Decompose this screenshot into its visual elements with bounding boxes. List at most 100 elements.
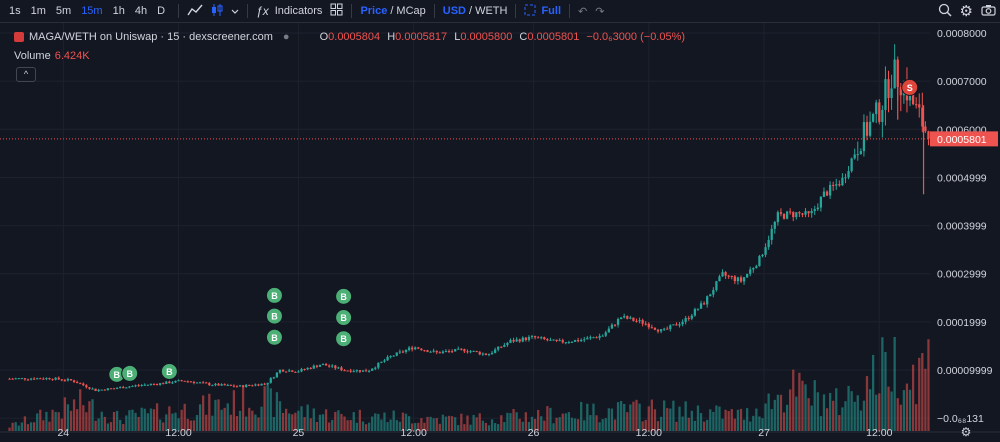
volume-bar — [143, 408, 146, 431]
volume-bar — [862, 400, 866, 431]
volume-bar — [303, 417, 306, 431]
volume-bar — [626, 412, 629, 431]
volume-bar — [595, 415, 598, 431]
volume-bar — [546, 406, 549, 431]
candle-body — [82, 383, 85, 386]
current-price-tag — [930, 131, 998, 147]
candle-body — [438, 352, 441, 354]
collapse-legend-button[interactable]: ^ — [16, 67, 36, 82]
candle-body — [641, 320, 644, 324]
candle-body — [257, 384, 260, 386]
volume-bar — [506, 412, 509, 431]
alert-button[interactable] — [934, 0, 956, 22]
volume-bar — [558, 417, 561, 431]
mcap-option[interactable]: MCap — [396, 5, 426, 17]
volume-bar — [580, 401, 583, 431]
candle-body — [543, 337, 546, 340]
usd-option[interactable]: USD — [442, 5, 466, 17]
timeframe-1s[interactable]: 1s — [9, 5, 21, 17]
candle-body — [835, 184, 838, 186]
price-option[interactable]: Price — [360, 5, 388, 17]
volume-bar — [601, 419, 604, 431]
candle-body — [687, 318, 690, 320]
layout-button[interactable] — [326, 0, 347, 22]
candle-body — [165, 381, 168, 384]
candle-body — [690, 315, 693, 319]
volume-bar — [272, 417, 275, 431]
redo-button[interactable]: ↷ — [591, 0, 608, 22]
candles-button[interactable] — [207, 0, 227, 22]
volume-bar — [687, 417, 690, 431]
candle-body — [460, 348, 463, 350]
candle-body — [868, 121, 872, 136]
timeframe-1h[interactable]: 1h — [112, 5, 125, 17]
volume-legend: Volume 6.424K — [14, 50, 90, 62]
volume-bar — [26, 424, 30, 431]
visibility-dot-icon[interactable]: ● — [282, 31, 290, 43]
screenshot-button[interactable] — [977, 0, 1000, 22]
volume-bar — [915, 404, 918, 431]
candle-body — [122, 387, 125, 389]
candle-body — [616, 319, 620, 325]
full-button[interactable]: Full — [520, 0, 565, 22]
candle-body — [220, 384, 223, 386]
candle-body — [404, 349, 408, 352]
volume-bar — [367, 422, 371, 431]
chart-grid — [0, 23, 1000, 432]
candle-body — [493, 349, 497, 353]
candle-body — [613, 324, 617, 326]
candle-body — [411, 347, 414, 350]
marker-label: S — [907, 83, 913, 93]
volume-bar — [183, 403, 186, 431]
divider — [569, 4, 571, 18]
volume-bar — [509, 413, 512, 431]
volume-bar — [355, 422, 358, 431]
candle-body — [847, 171, 850, 178]
timeframe-D[interactable]: D — [157, 5, 166, 17]
volume-bar — [260, 406, 263, 431]
volume-bar — [902, 390, 906, 431]
settings-button[interactable]: ⚙ — [956, 0, 977, 22]
volume-bar — [512, 408, 515, 431]
volume-bar — [174, 412, 177, 431]
divider — [351, 4, 353, 18]
time-tick-label: 26 — [528, 427, 540, 439]
volume-bar — [789, 389, 792, 431]
volume-bar — [782, 412, 786, 431]
gear-icon[interactable]: ⚙ — [961, 425, 972, 439]
trade-marker-b: B — [335, 287, 353, 305]
marker-circle — [121, 364, 139, 382]
candle-body — [45, 377, 48, 379]
currency-toggle[interactable]: USD / WETH — [439, 0, 512, 22]
timeframe-4h[interactable]: 4h — [134, 5, 148, 17]
volume-bar — [69, 410, 73, 431]
volume-bar — [896, 398, 899, 431]
candle-body — [865, 122, 869, 136]
volume-bar — [497, 424, 500, 431]
timeframe-5m[interactable]: 5m — [55, 5, 72, 17]
volume-bar — [721, 418, 724, 431]
candle-body — [893, 59, 896, 89]
volume-bar — [466, 415, 469, 431]
candle-body — [718, 276, 721, 282]
weth-option[interactable]: WETH — [475, 5, 508, 17]
candle-body — [263, 383, 266, 385]
undo-button[interactable]: ↶ — [574, 0, 591, 22]
candle-body — [629, 317, 632, 319]
timeframe-1m[interactable]: 1m — [30, 5, 46, 17]
volume-bar — [444, 416, 448, 431]
indicators-button[interactable]: ƒx Indicators — [252, 0, 326, 22]
volume-bar — [835, 388, 838, 431]
line-chart-button[interactable] — [183, 0, 207, 22]
candle-body — [856, 154, 859, 156]
candle-body — [580, 339, 583, 342]
volume-bar — [853, 401, 856, 431]
volume-bar — [819, 416, 823, 431]
candle-body — [632, 317, 635, 321]
candle-body — [334, 365, 337, 369]
price-mcap-toggle[interactable]: Price / MCap — [356, 0, 429, 22]
timeframe-15m[interactable]: 15m — [81, 5, 103, 17]
candle-body — [441, 351, 445, 354]
chart-type-dropdown[interactable] — [227, 0, 243, 22]
